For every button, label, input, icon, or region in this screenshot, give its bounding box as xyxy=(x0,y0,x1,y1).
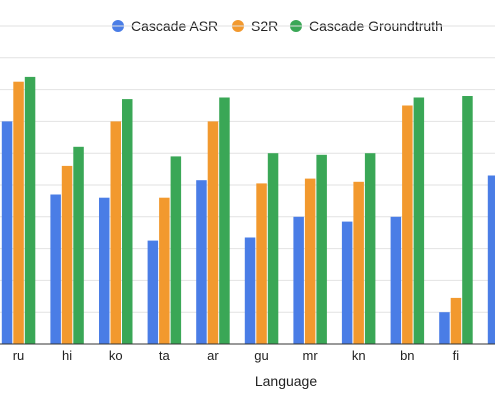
bar-cascade-groundtruth-gu xyxy=(267,153,279,344)
bar-cascade-groundtruth-ta xyxy=(170,156,182,344)
x-tick-label-ko: ko xyxy=(109,348,123,363)
x-tick-label-ru: ru xyxy=(13,348,25,363)
bar-cascade-asr-kn xyxy=(341,221,353,344)
x-tick-label-kn: kn xyxy=(352,348,366,363)
bar-cascade-asr-gu xyxy=(244,237,256,344)
x-tick-label-mr: mr xyxy=(303,348,319,363)
bar-cascade-groundtruth-fi xyxy=(462,96,473,344)
x-tick-label-fi: fi xyxy=(453,348,460,363)
bar-s2r-fi xyxy=(450,297,462,344)
bar-cascade-asr-ko xyxy=(99,197,110,344)
bar-s2r-ta xyxy=(159,197,170,344)
x-tick-label-bn: bn xyxy=(400,348,414,363)
bar-cascade-groundtruth-bn xyxy=(413,97,425,344)
bar-cascade-asr-mr xyxy=(293,216,304,344)
bar-s2r-hi xyxy=(61,165,73,344)
x-tick-labels: ruhikotaargumrknbnfija xyxy=(13,348,460,363)
bar-s2r-ar xyxy=(207,121,219,345)
bar-layer xyxy=(1,76,495,345)
bar-cascade-asr-fi xyxy=(439,312,450,344)
bar-cascade-groundtruth-ru xyxy=(24,76,36,345)
bar-cascade-groundtruth-mr xyxy=(316,154,327,344)
bar-cascade-asr-ta xyxy=(147,240,159,344)
bar-s2r-ko xyxy=(110,121,121,345)
x-tick-label-ar: ar xyxy=(207,348,219,363)
bar-cascade-groundtruth-ar xyxy=(219,97,230,344)
x-tick-label-ta: ta xyxy=(159,348,171,363)
bar-s2r-gu xyxy=(256,183,267,344)
bar-cascade-asr-hi xyxy=(50,194,61,344)
bar-s2r-mr xyxy=(304,178,316,344)
x-axis-title: Language xyxy=(255,373,318,389)
bar-cascade-asr-ja xyxy=(487,175,495,344)
bar-s2r-ru xyxy=(13,81,24,344)
bar-cascade-asr-ar xyxy=(196,180,207,344)
bar-cascade-groundtruth-ko xyxy=(122,99,133,344)
bar-cascade-asr-bn xyxy=(390,216,402,344)
bar-cascade-groundtruth-kn xyxy=(364,153,376,344)
bar-s2r-bn xyxy=(402,105,413,344)
bar-cascade-asr-ru xyxy=(1,121,13,345)
bar-s2r-kn xyxy=(353,181,364,344)
x-tick-label-gu: gu xyxy=(254,348,268,363)
x-tick-label-hi: hi xyxy=(62,348,72,363)
bar-cascade-groundtruth-hi xyxy=(73,146,84,344)
